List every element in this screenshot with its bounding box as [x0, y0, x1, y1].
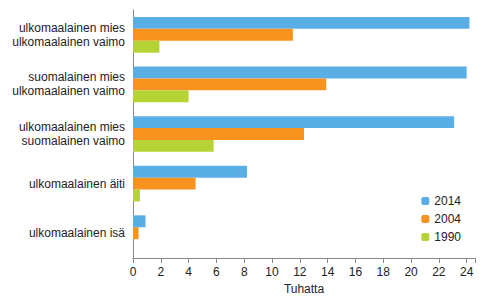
svg-text:ulkomaalainen äiti: ulkomaalainen äiti — [29, 177, 125, 191]
svg-text:1990: 1990 — [434, 230, 461, 244]
svg-text:16: 16 — [349, 265, 363, 279]
svg-text:2014: 2014 — [434, 194, 461, 208]
svg-text:suomalainen vaimo: suomalainen vaimo — [22, 134, 126, 148]
svg-text:ulkomaalainen mies: ulkomaalainen mies — [19, 120, 125, 134]
svg-text:suomalainen mies: suomalainen mies — [28, 70, 125, 84]
svg-text:14: 14 — [321, 265, 335, 279]
svg-text:Tuhatta: Tuhatta — [284, 282, 325, 296]
svg-text:20: 20 — [404, 265, 418, 279]
svg-text:ulkomaalainen vaimo: ulkomaalainen vaimo — [12, 35, 125, 49]
svg-text:2004: 2004 — [434, 212, 461, 226]
svg-text:0: 0 — [130, 265, 137, 279]
svg-text:8: 8 — [241, 265, 248, 279]
svg-text:6: 6 — [213, 265, 220, 279]
svg-text:12: 12 — [293, 265, 307, 279]
svg-text:18: 18 — [377, 265, 391, 279]
svg-text:ulkomaalainen mies: ulkomaalainen mies — [19, 21, 125, 35]
svg-text:10: 10 — [265, 265, 279, 279]
svg-text:24: 24 — [460, 265, 474, 279]
svg-text:ulkomaalainen isä: ulkomaalainen isä — [29, 226, 125, 240]
svg-text:4: 4 — [185, 265, 192, 279]
svg-text:ulkomaalainen vaimo: ulkomaalainen vaimo — [12, 84, 125, 98]
svg-text:2: 2 — [157, 265, 164, 279]
svg-text:22: 22 — [432, 265, 446, 279]
